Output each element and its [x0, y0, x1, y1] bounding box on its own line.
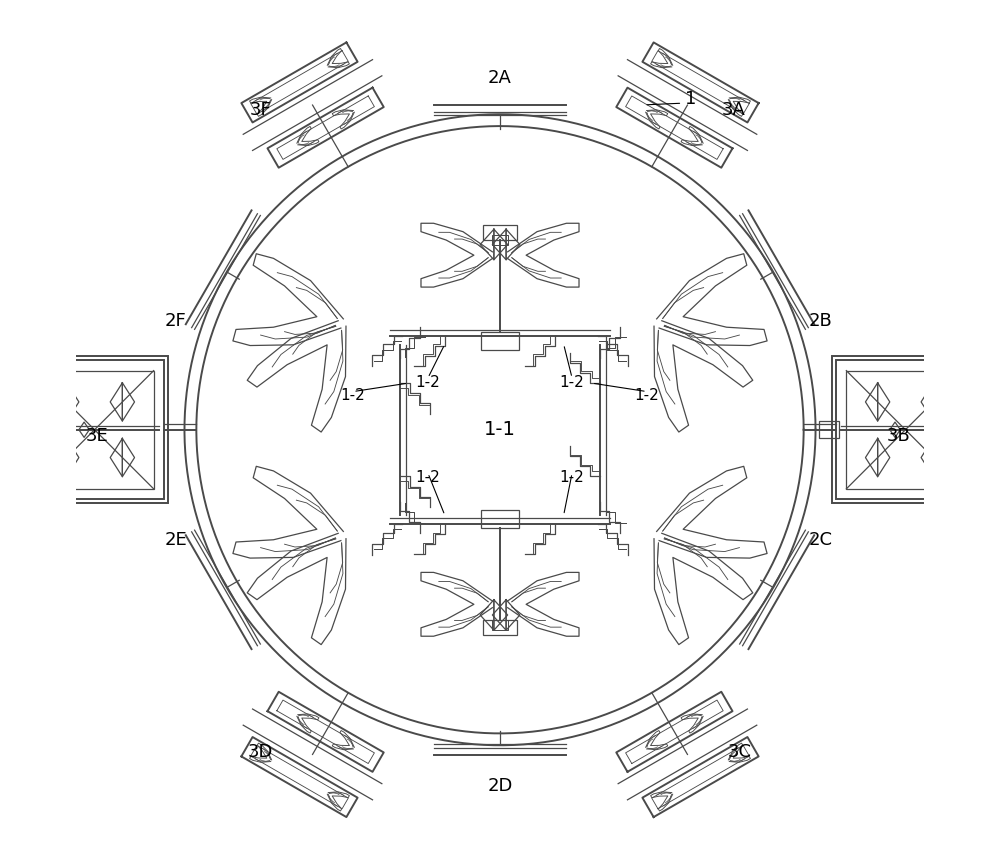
Text: 2E: 2E — [165, 531, 187, 549]
Bar — [481, 510, 519, 528]
Bar — [21, 356, 168, 504]
Text: 1: 1 — [685, 90, 697, 108]
Text: 3B: 3B — [887, 426, 911, 445]
Text: 1-2: 1-2 — [341, 388, 366, 403]
Text: 3E: 3E — [86, 426, 108, 445]
Text: 2B: 2B — [809, 312, 833, 330]
Bar — [836, 360, 975, 500]
Text: 2C: 2C — [809, 531, 833, 549]
Text: 1-2: 1-2 — [416, 374, 440, 390]
Bar — [832, 356, 979, 504]
Bar — [483, 620, 517, 635]
Text: 3D: 3D — [248, 743, 273, 761]
Text: 3C: 3C — [727, 743, 751, 761]
Text: 3F: 3F — [250, 101, 272, 119]
Text: 2A: 2A — [488, 69, 512, 87]
Bar — [481, 332, 519, 350]
Text: 1-2: 1-2 — [560, 374, 584, 390]
Text: 3A: 3A — [721, 101, 745, 119]
Bar — [8, 421, 28, 438]
Bar — [846, 371, 965, 488]
Text: 1-2: 1-2 — [560, 470, 584, 485]
Text: 2F: 2F — [165, 312, 187, 330]
Bar — [819, 421, 839, 438]
Bar — [972, 421, 992, 438]
Bar — [483, 225, 517, 240]
Text: 2D: 2D — [487, 777, 513, 795]
Text: 1-2: 1-2 — [416, 470, 440, 485]
Text: 1-2: 1-2 — [634, 388, 659, 403]
Bar — [35, 371, 154, 488]
Bar — [492, 235, 508, 245]
Bar — [492, 620, 508, 631]
Bar — [25, 360, 164, 500]
Text: 1-1: 1-1 — [484, 420, 516, 439]
